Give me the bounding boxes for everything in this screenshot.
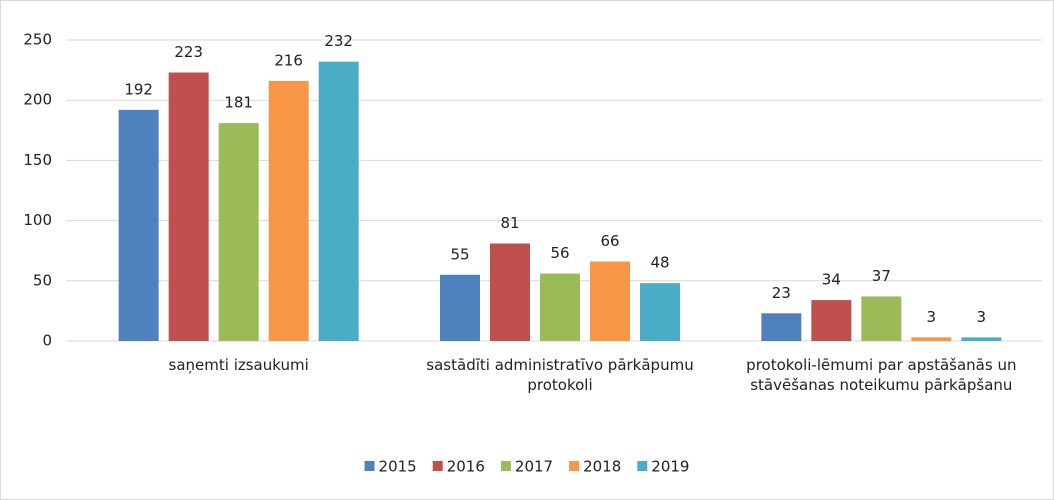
bar xyxy=(118,109,159,341)
bar xyxy=(440,274,480,341)
x-tick-label-box: protokoli-lēmumi par apstāšanās un stāvē… xyxy=(746,356,1017,394)
bar xyxy=(268,80,309,341)
y-tick-label: 100 xyxy=(23,211,52,229)
legend-swatch xyxy=(364,461,375,471)
legend-swatch xyxy=(432,461,443,471)
data-label: 66 xyxy=(600,232,619,250)
legend-label: 2016 xyxy=(447,458,485,476)
y-tick-label: 200 xyxy=(23,91,52,109)
data-label: 232 xyxy=(324,32,353,50)
x-tick-label: protokoli-lēmumi par apstāšanās un stāvē… xyxy=(746,356,1017,394)
y-tick-label: 250 xyxy=(23,31,52,49)
bar xyxy=(961,337,1002,341)
data-label: 81 xyxy=(500,214,519,232)
data-label: 216 xyxy=(274,51,303,69)
y-tick-label: 50 xyxy=(33,271,52,289)
bar xyxy=(540,273,580,341)
legend: 2015 2016 2017 2018 2019 xyxy=(364,458,689,476)
x-tick-label: sastādīti administratīvo pārkāpumu proto… xyxy=(426,356,694,394)
bar xyxy=(590,261,630,341)
y-tick-label: 150 xyxy=(23,151,52,169)
legend-label: 2018 xyxy=(583,458,621,476)
bar xyxy=(811,300,852,341)
data-label: 23 xyxy=(772,284,791,302)
legend-swatch xyxy=(500,461,511,471)
bar xyxy=(911,337,952,341)
legend-label: 2019 xyxy=(651,458,689,476)
bar xyxy=(318,61,359,342)
y-tick-label: 0 xyxy=(42,332,52,350)
legend-label: 2017 xyxy=(515,458,553,476)
data-label: 3 xyxy=(927,308,937,326)
data-label: 56 xyxy=(550,244,569,262)
bar xyxy=(761,313,802,341)
data-label: 37 xyxy=(872,267,891,285)
x-tick-label: saņemti izsaukumi xyxy=(168,356,309,374)
bar xyxy=(490,243,530,341)
bar xyxy=(861,296,902,341)
data-label: 181 xyxy=(224,94,253,112)
data-label: 3 xyxy=(977,308,987,326)
data-label: 223 xyxy=(174,43,203,61)
legend-label: 2015 xyxy=(379,458,417,476)
bar xyxy=(218,123,259,342)
bar xyxy=(168,72,209,342)
data-label: 34 xyxy=(822,271,841,289)
data-label: 192 xyxy=(124,80,153,98)
data-label: 48 xyxy=(650,254,669,272)
legend-swatch xyxy=(637,461,648,471)
x-tick-label-box: sastādīti administratīvo pārkāpumu proto… xyxy=(426,356,694,394)
data-label: 55 xyxy=(450,245,469,263)
bar xyxy=(640,283,680,341)
x-tick-label-box: saņemti izsaukumi xyxy=(168,356,309,374)
legend-swatch xyxy=(569,461,580,471)
